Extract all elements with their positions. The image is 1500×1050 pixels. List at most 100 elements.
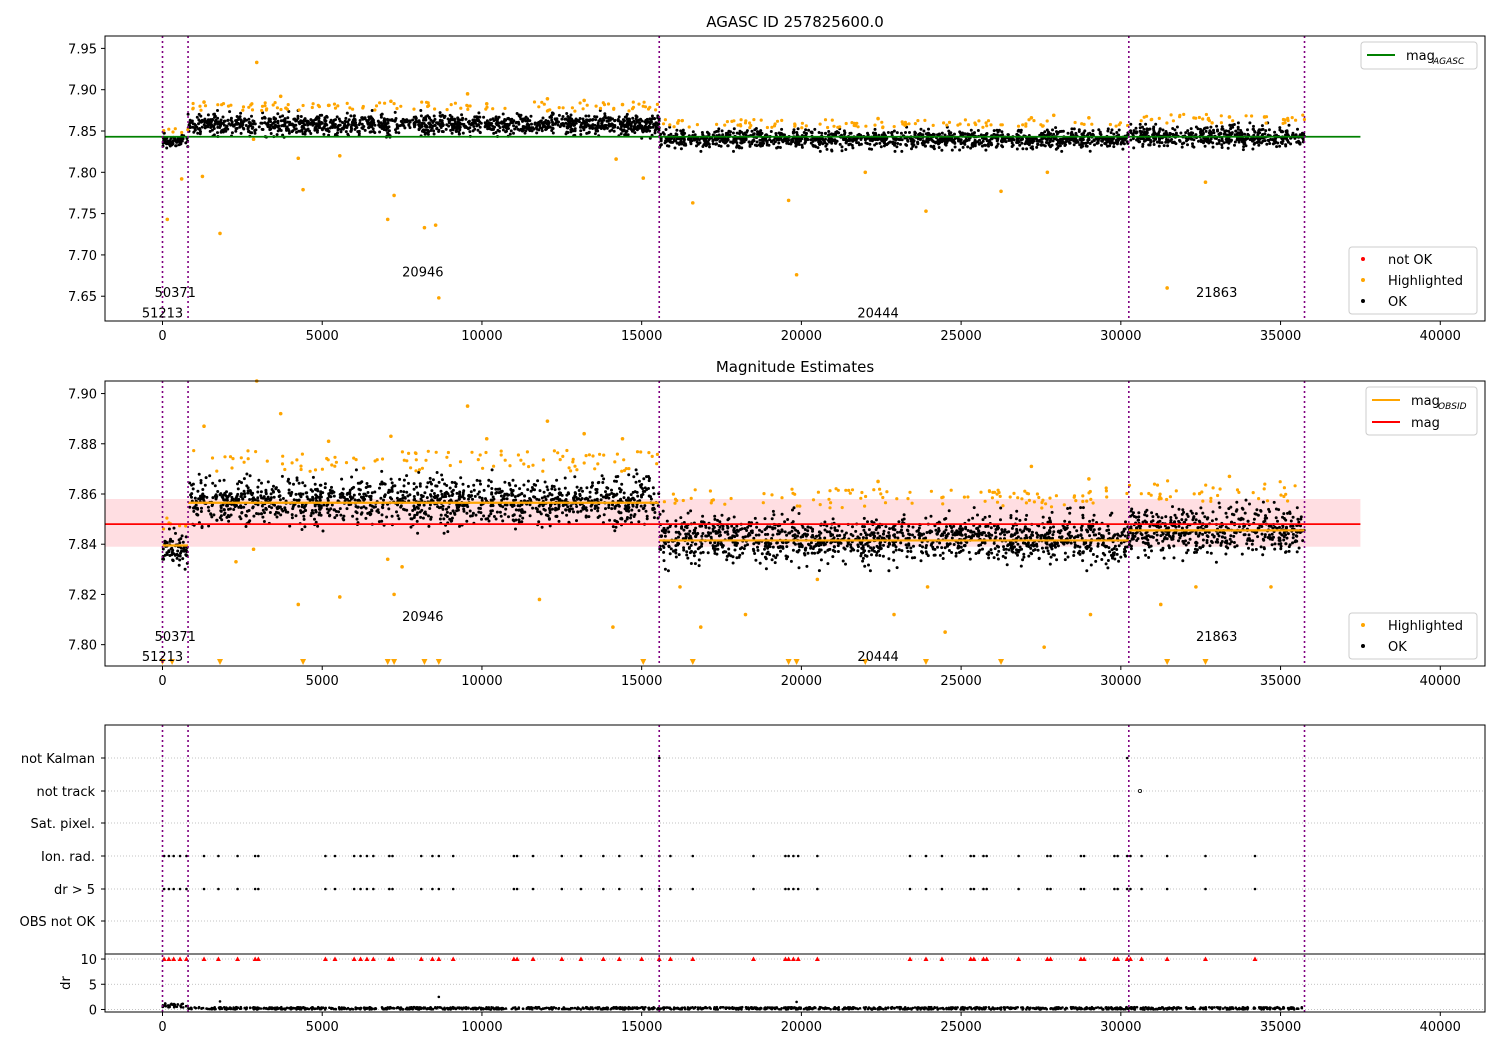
ok-point <box>251 505 255 509</box>
ok-point <box>323 124 327 128</box>
ok-point <box>1207 131 1211 135</box>
ok-point <box>986 142 990 146</box>
ok-point <box>313 488 317 491</box>
ok-point <box>165 146 169 150</box>
ok-point <box>735 141 739 145</box>
ok-point <box>1192 138 1196 142</box>
ok-point <box>213 112 216 116</box>
ok-point <box>460 495 464 499</box>
ok-point <box>629 493 633 497</box>
ok-point <box>1060 129 1064 133</box>
highlighted-point <box>739 118 743 122</box>
ok-point <box>499 514 503 518</box>
ok-point <box>342 518 346 522</box>
ok-point <box>517 518 521 522</box>
ok-point <box>718 140 722 143</box>
ok-point <box>385 126 389 130</box>
ok-point <box>1220 146 1224 149</box>
ok-point <box>272 490 275 494</box>
ok-point <box>1064 140 1068 144</box>
ok-point <box>169 137 173 140</box>
ok-point <box>605 126 609 130</box>
highlighted-point <box>800 121 805 125</box>
highlighted-point <box>361 104 365 109</box>
ok-point <box>336 128 340 132</box>
ok-point <box>550 493 554 497</box>
ok-point <box>767 143 771 147</box>
ok-point <box>473 127 477 131</box>
ok-point <box>210 128 214 132</box>
ok-point <box>269 492 273 496</box>
ok-point <box>1082 141 1086 145</box>
ok-point <box>203 117 207 121</box>
ok-point <box>203 483 207 487</box>
ok-point <box>642 126 646 130</box>
ok-point <box>313 126 317 130</box>
ok-point <box>616 520 619 524</box>
highlighted-point <box>863 170 868 175</box>
ok-point <box>1226 140 1230 144</box>
highlighted-point <box>1171 119 1175 123</box>
highlighted-point <box>351 107 355 111</box>
ok-point <box>809 130 813 134</box>
ok-point <box>649 126 653 129</box>
ok-point <box>511 493 515 497</box>
ok-point <box>514 125 518 129</box>
ok-point <box>199 130 202 134</box>
ok-point <box>205 495 209 499</box>
ok-point <box>800 143 804 147</box>
ok-point <box>354 468 358 472</box>
ok-point <box>505 497 509 501</box>
ok-point <box>608 518 612 522</box>
highlighted-point <box>1294 118 1298 122</box>
ok-point <box>1164 130 1168 133</box>
ok-point <box>616 118 620 122</box>
ok-point <box>641 130 645 134</box>
ok-point <box>1006 133 1010 137</box>
highlighted-point <box>1145 114 1149 118</box>
ok-point <box>423 132 427 136</box>
ok-point <box>533 488 536 492</box>
ok-point <box>242 489 246 493</box>
ok-point <box>1077 130 1081 133</box>
ok-point <box>315 494 319 498</box>
ok-point <box>479 482 482 486</box>
ok-point <box>393 110 397 114</box>
ok-point <box>459 476 463 480</box>
ok-point <box>645 517 649 521</box>
ok-point <box>868 142 872 146</box>
ok-point <box>830 141 834 145</box>
ok-point <box>557 505 561 508</box>
ok-point <box>922 129 926 133</box>
highlighted-point <box>218 231 222 236</box>
highlighted-point <box>901 122 905 126</box>
ok-point <box>431 121 435 124</box>
ok-point <box>653 511 657 514</box>
ok-point <box>417 470 421 474</box>
ok-point <box>610 507 614 511</box>
ok-point <box>301 510 305 514</box>
ok-point <box>380 126 384 130</box>
ok-point <box>924 144 927 148</box>
highlighted-point <box>167 127 171 131</box>
ok-point <box>637 520 641 524</box>
ok-point <box>892 129 896 133</box>
ok-point <box>501 505 505 509</box>
ok-point <box>450 480 454 484</box>
ok-point <box>362 492 366 496</box>
ok-point <box>351 118 355 122</box>
ok-point <box>504 507 508 511</box>
ok-point <box>490 128 494 131</box>
ok-point <box>248 498 252 501</box>
ok-point <box>314 508 318 512</box>
y-tick-label: 7.75 <box>68 208 97 223</box>
ok-point <box>575 519 578 523</box>
ok-point <box>634 480 638 484</box>
ok-point <box>1042 143 1045 147</box>
ok-point <box>949 138 953 142</box>
ok-point <box>390 514 394 518</box>
ok-point <box>461 131 465 135</box>
ok-point <box>761 139 765 143</box>
ok-point <box>1235 133 1238 137</box>
ok-point <box>947 129 951 133</box>
